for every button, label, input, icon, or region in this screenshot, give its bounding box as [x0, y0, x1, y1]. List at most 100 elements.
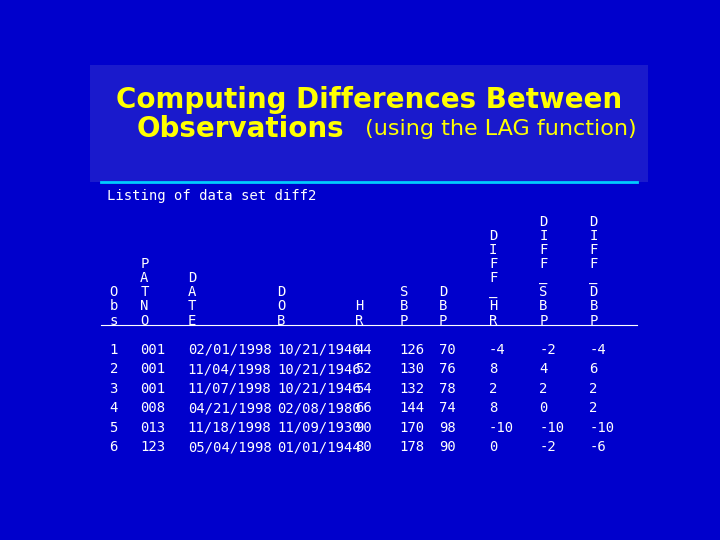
- Text: B: B: [438, 299, 447, 313]
- Text: 8: 8: [489, 362, 498, 376]
- Text: 90: 90: [438, 440, 456, 454]
- Text: P: P: [539, 314, 548, 328]
- Text: O: O: [277, 299, 285, 313]
- Text: -4: -4: [489, 342, 505, 356]
- Text: 44: 44: [355, 342, 372, 356]
- Text: 132: 132: [400, 382, 425, 396]
- Text: P: P: [400, 314, 408, 328]
- Text: 10/21/1946: 10/21/1946: [277, 382, 361, 396]
- Text: 98: 98: [438, 421, 456, 435]
- Text: 02/01/1998: 02/01/1998: [188, 342, 271, 356]
- Text: _: _: [539, 271, 548, 285]
- Text: 6: 6: [109, 440, 118, 454]
- Text: 126: 126: [400, 342, 425, 356]
- Text: -6: -6: [590, 440, 606, 454]
- Text: 2: 2: [109, 362, 118, 376]
- Text: D: D: [188, 271, 196, 285]
- Text: 013: 013: [140, 421, 166, 435]
- Text: 11/09/1930: 11/09/1930: [277, 421, 361, 435]
- Text: -2: -2: [539, 440, 556, 454]
- Text: Listing of data set diff2: Listing of data set diff2: [107, 189, 316, 203]
- FancyBboxPatch shape: [90, 65, 648, 182]
- Text: 144: 144: [400, 401, 425, 415]
- Text: F: F: [539, 243, 548, 257]
- Text: R: R: [355, 314, 364, 328]
- Text: 11/04/1998: 11/04/1998: [188, 362, 271, 376]
- Text: H: H: [489, 299, 498, 313]
- Text: D: D: [277, 285, 285, 299]
- Text: I: I: [489, 243, 498, 257]
- Text: F: F: [539, 257, 548, 271]
- Text: 2: 2: [539, 382, 548, 396]
- Text: 170: 170: [400, 421, 425, 435]
- Text: 001: 001: [140, 342, 166, 356]
- Text: 130: 130: [400, 362, 425, 376]
- Text: 54: 54: [355, 382, 372, 396]
- Text: D: D: [539, 214, 548, 228]
- Text: A: A: [140, 271, 148, 285]
- Text: E: E: [188, 314, 196, 328]
- Text: Computing Differences Between: Computing Differences Between: [116, 86, 622, 114]
- Text: 5: 5: [109, 421, 118, 435]
- Text: S: S: [539, 285, 548, 299]
- Text: -10: -10: [489, 421, 514, 435]
- Text: B: B: [277, 314, 285, 328]
- Text: F: F: [489, 257, 498, 271]
- Text: 6: 6: [590, 362, 598, 376]
- Text: 70: 70: [438, 342, 456, 356]
- Text: 74: 74: [438, 401, 456, 415]
- Text: b: b: [109, 299, 118, 313]
- Text: 123: 123: [140, 440, 166, 454]
- Text: D: D: [590, 285, 598, 299]
- Text: H: H: [355, 299, 364, 313]
- Text: F: F: [489, 271, 498, 285]
- Text: 02/08/1980: 02/08/1980: [277, 401, 361, 415]
- Text: 05/04/1998: 05/04/1998: [188, 440, 271, 454]
- Text: 76: 76: [438, 362, 456, 376]
- Text: R: R: [489, 314, 498, 328]
- Text: B: B: [539, 299, 548, 313]
- Text: 01/01/1944: 01/01/1944: [277, 440, 361, 454]
- Text: T: T: [140, 285, 148, 299]
- Text: 11/18/1998: 11/18/1998: [188, 421, 271, 435]
- Text: S: S: [400, 285, 408, 299]
- Text: B: B: [400, 299, 408, 313]
- Text: 2: 2: [590, 401, 598, 415]
- Text: D: D: [438, 285, 447, 299]
- Text: 2: 2: [489, 382, 498, 396]
- Text: 66: 66: [355, 401, 372, 415]
- Text: -2: -2: [539, 342, 556, 356]
- Text: s: s: [109, 314, 118, 328]
- Text: P: P: [140, 257, 148, 271]
- Text: 04/21/1998: 04/21/1998: [188, 401, 271, 415]
- Text: 008: 008: [140, 401, 166, 415]
- Text: 80: 80: [355, 440, 372, 454]
- Text: 52: 52: [355, 362, 372, 376]
- Text: 90: 90: [355, 421, 372, 435]
- Text: -10: -10: [539, 421, 564, 435]
- Text: 4: 4: [539, 362, 548, 376]
- Text: _: _: [590, 271, 598, 285]
- Text: P: P: [438, 314, 447, 328]
- Text: 0: 0: [489, 440, 498, 454]
- Text: 10/21/1946: 10/21/1946: [277, 342, 361, 356]
- Text: B: B: [590, 299, 598, 313]
- Text: I: I: [590, 229, 598, 242]
- Text: 8: 8: [489, 401, 498, 415]
- Text: F: F: [590, 257, 598, 271]
- Text: 11/07/1998: 11/07/1998: [188, 382, 271, 396]
- Text: -4: -4: [590, 342, 606, 356]
- Text: O: O: [109, 285, 118, 299]
- Text: -10: -10: [590, 421, 615, 435]
- Text: 10/21/1946: 10/21/1946: [277, 362, 361, 376]
- Text: T: T: [188, 299, 196, 313]
- Text: A: A: [188, 285, 196, 299]
- Text: 1: 1: [109, 342, 118, 356]
- Text: F: F: [590, 243, 598, 257]
- Text: 0: 0: [539, 401, 548, 415]
- Text: I: I: [539, 229, 548, 242]
- Text: N: N: [140, 299, 148, 313]
- Text: _: _: [489, 285, 498, 299]
- Text: (using the LAG function): (using the LAG function): [358, 119, 636, 139]
- Text: O: O: [140, 314, 148, 328]
